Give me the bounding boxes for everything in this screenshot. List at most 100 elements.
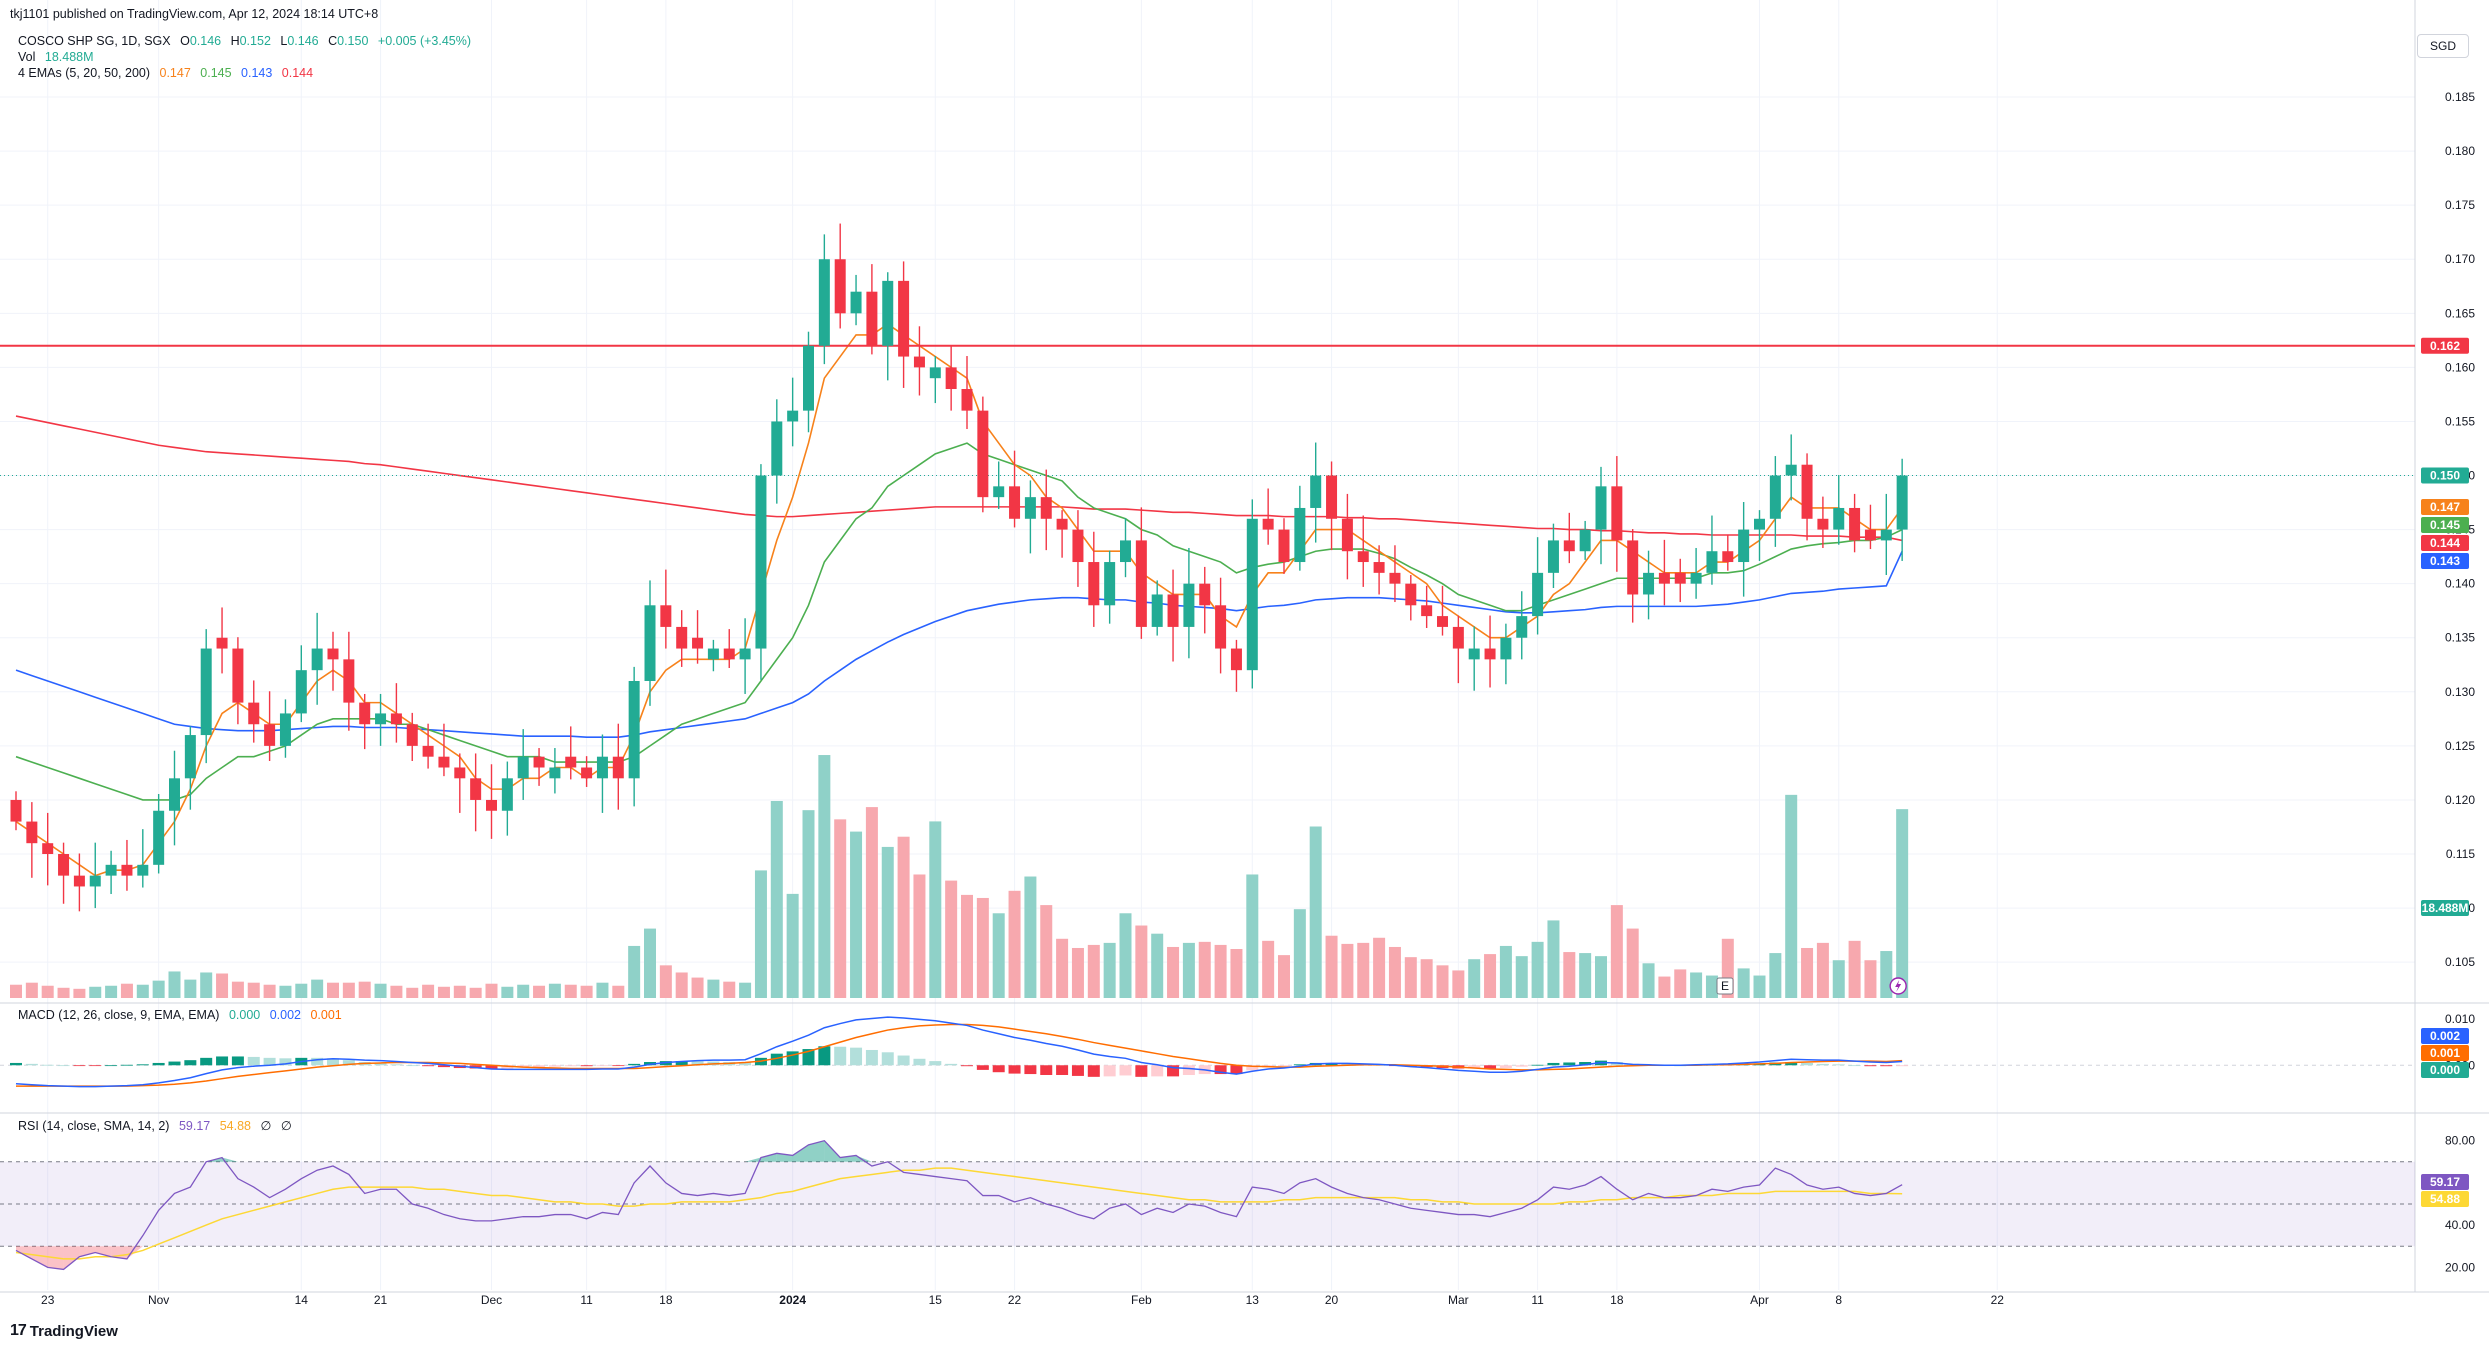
candle-body — [200, 648, 212, 736]
time-tick-label: 22 — [1008, 1293, 1022, 1307]
candle-body — [1532, 572, 1544, 617]
rsi-overbought-fill — [808, 1140, 825, 1162]
volume-bar — [754, 870, 767, 998]
candle-body — [787, 410, 799, 422]
volume-bar — [1008, 890, 1021, 998]
candle-body — [1373, 562, 1385, 573]
macd-tag: 0.000 — [2430, 1063, 2460, 1077]
currency-button[interactable]: SGD — [2417, 34, 2469, 58]
volume-bar — [739, 982, 752, 998]
volume-bar — [10, 984, 22, 998]
volume-bar — [913, 874, 926, 998]
time-axis[interactable]: 23 Nov 14 21 Dec 11 18 2024 15 22 Feb 13 20 Mar 11 18 Ap… — [41, 1293, 2004, 1307]
horizontal-line-0-162[interactable] — [0, 344, 2415, 477]
volume-bar — [675, 972, 688, 998]
candle-body — [1658, 572, 1670, 584]
time-tick-label: 13 — [1246, 1293, 1260, 1307]
ohlc-low: L0.146 — [280, 34, 319, 48]
volume-bar — [1610, 905, 1623, 998]
volume-bar — [25, 982, 38, 998]
macd-histogram-bar — [105, 1065, 118, 1067]
macd-histogram-bar — [1293, 1064, 1306, 1066]
ema50-value: 0.143 — [241, 66, 273, 80]
macd-tag-bg — [2421, 1028, 2469, 1044]
macd-histogram-bar — [1785, 1062, 1798, 1066]
macd-histogram-bar — [437, 1065, 450, 1068]
grid-lines — [0, 0, 2415, 1290]
macd-histogram-bar — [533, 1065, 546, 1068]
candle-body — [1547, 540, 1559, 573]
candle-body — [1769, 475, 1781, 519]
price-tick-label: 0.135 — [2445, 631, 2475, 645]
tradingview-logo[interactable]: 17 TradingView — [10, 1322, 118, 1340]
macd-histogram-bar — [802, 1049, 815, 1066]
price-tag: 0.145 — [2430, 518, 2460, 532]
volume-bar — [580, 985, 593, 998]
volume-bar — [1816, 942, 1829, 998]
time-tick-label: Mar — [1448, 1293, 1469, 1307]
volume-bar — [1214, 944, 1227, 998]
rsi-oversold-fill — [79, 1246, 96, 1257]
price-tag-bg — [2421, 467, 2469, 484]
ema-legend[interactable]: 4 EMAs (5, 20, 50, 200) 0.147 0.145 0.14… — [18, 65, 319, 81]
macd-signal-line — [16, 1023, 1903, 1087]
macd-histogram-bar — [564, 1065, 577, 1067]
volume-bar — [184, 979, 197, 998]
volume-bar — [865, 807, 878, 998]
time-tick-label: 18 — [659, 1293, 673, 1307]
earnings-marker-letter: E — [1721, 979, 1729, 993]
macd-histogram-bar — [834, 1046, 847, 1066]
candlesticks[interactable] — [10, 223, 1908, 912]
rsi-overbought-fill — [792, 1144, 809, 1162]
volume-bar — [73, 988, 86, 998]
candle-body — [1896, 475, 1908, 530]
macd-histogram-bar — [1801, 1062, 1814, 1066]
volume-bar — [992, 913, 1005, 998]
candle-body — [771, 421, 783, 476]
candle-body — [961, 389, 973, 411]
volume-bar — [929, 821, 942, 998]
macd-histogram-bar — [73, 1065, 86, 1067]
candle-body — [1278, 529, 1290, 563]
macd-histogram-bar — [1468, 1065, 1481, 1069]
volume-legend[interactable]: Vol 18.488M — [18, 49, 100, 65]
candle-body — [264, 724, 276, 746]
volume-bar — [881, 846, 894, 998]
macd-histogram-bar — [327, 1058, 339, 1066]
macd-legend[interactable]: MACD (12, 26, close, 9, EMA, EMA) 0.000 … — [18, 1008, 348, 1022]
volume-bar — [1341, 943, 1354, 998]
macd-pane — [0, 1016, 2415, 1088]
candle-body — [660, 605, 672, 627]
macd-histogram-bar — [1531, 1064, 1544, 1066]
candle-body — [121, 864, 133, 876]
volume-bar — [263, 984, 276, 998]
volume-bar — [691, 977, 704, 998]
rsi-legend[interactable]: RSI (14, close, SMA, 14, 2) 59.17 54.88 … — [18, 1118, 298, 1133]
candle-body — [1215, 605, 1227, 649]
time-tick-label: 11 — [1531, 1293, 1544, 1307]
candle-body — [723, 648, 735, 660]
candle-body — [137, 864, 149, 876]
rsi-tag: 59.17 — [2430, 1175, 2460, 1189]
volume-bar — [1896, 809, 1909, 998]
symbol-legend[interactable]: COSCO SHP SG, 1D, SGX O0.146 H0.152 L0.1… — [18, 33, 477, 49]
candle-body — [1262, 518, 1274, 530]
volume-bar — [295, 983, 308, 998]
volume-bar — [168, 971, 181, 998]
volume-bar — [1293, 909, 1306, 998]
volume-bar — [1024, 876, 1037, 998]
candle-body — [58, 854, 70, 876]
rsi-label: RSI (14, close, SMA, 14, 2) — [18, 1119, 170, 1133]
price-tag-bg — [2421, 499, 2469, 515]
candle-body — [1738, 529, 1750, 563]
macd-histogram-bar — [612, 1065, 625, 1067]
macd-histogram-bar — [850, 1047, 863, 1066]
candle-body — [1088, 562, 1100, 606]
macd-histogram-bar — [580, 1065, 593, 1067]
candle-body — [549, 767, 561, 779]
macd-histogram-bar — [1547, 1062, 1560, 1066]
time-tick-label: Dec — [481, 1293, 502, 1307]
volume-bar — [327, 982, 339, 998]
price-axis[interactable]: 0.1850.1800.1750.1700.1650.1600.1550.150… — [2445, 90, 2475, 1274]
